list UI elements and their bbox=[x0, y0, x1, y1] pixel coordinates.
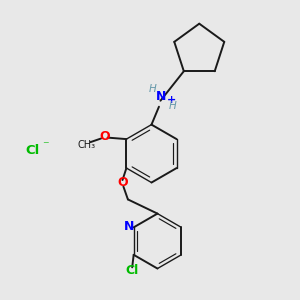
Text: CH₃: CH₃ bbox=[77, 140, 95, 150]
Text: +: + bbox=[167, 95, 176, 105]
Text: N: N bbox=[124, 220, 134, 233]
Text: O: O bbox=[117, 176, 128, 190]
Text: O: O bbox=[100, 130, 110, 143]
Text: Cl: Cl bbox=[126, 264, 139, 277]
Text: N: N bbox=[156, 90, 167, 103]
Text: H: H bbox=[149, 84, 157, 94]
Text: ⁻: ⁻ bbox=[42, 139, 49, 152]
Text: H: H bbox=[169, 101, 177, 111]
Text: Cl: Cl bbox=[25, 143, 39, 157]
